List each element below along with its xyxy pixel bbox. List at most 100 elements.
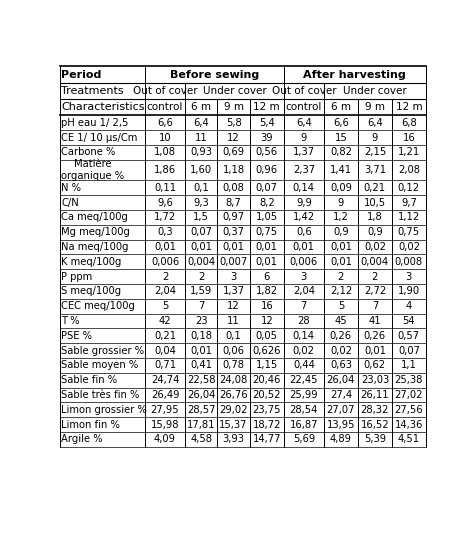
Text: 16,87: 16,87 — [290, 420, 318, 430]
Text: 5,69: 5,69 — [293, 435, 315, 444]
Text: 1,12: 1,12 — [398, 213, 420, 223]
Text: 12: 12 — [260, 316, 273, 326]
Text: 20,52: 20,52 — [253, 390, 281, 400]
Text: 2,04: 2,04 — [154, 286, 176, 296]
Text: 28,54: 28,54 — [290, 405, 318, 415]
Text: 1,1: 1,1 — [401, 360, 417, 371]
Text: 0,02: 0,02 — [398, 242, 420, 252]
Text: 9,6: 9,6 — [157, 198, 173, 208]
Text: 6 m: 6 m — [331, 102, 351, 112]
Text: 0,08: 0,08 — [223, 183, 245, 193]
Text: 2,72: 2,72 — [364, 286, 386, 296]
Text: 2,15: 2,15 — [364, 147, 386, 158]
Text: 0,02: 0,02 — [364, 242, 386, 252]
Text: 2: 2 — [338, 272, 344, 281]
Text: 0,82: 0,82 — [330, 147, 352, 158]
Text: 0,01: 0,01 — [256, 257, 278, 267]
Text: 0,96: 0,96 — [255, 165, 278, 175]
Text: 0,57: 0,57 — [398, 331, 420, 341]
Text: Out of cover: Out of cover — [133, 86, 197, 96]
Text: Argile %: Argile % — [62, 435, 103, 444]
Text: 0,14: 0,14 — [293, 183, 315, 193]
Text: 0,07: 0,07 — [190, 227, 212, 237]
Text: 1,2: 1,2 — [333, 213, 349, 223]
Text: 14,36: 14,36 — [395, 420, 423, 430]
Text: 28,32: 28,32 — [361, 405, 389, 415]
Text: 22,45: 22,45 — [290, 375, 318, 385]
Text: 0,006: 0,006 — [290, 257, 318, 267]
Text: Limon fin %: Limon fin % — [62, 420, 120, 430]
Text: 29,02: 29,02 — [219, 405, 248, 415]
Text: 9 m: 9 m — [224, 102, 244, 112]
Text: Before sewing: Before sewing — [170, 70, 259, 80]
Text: 28: 28 — [298, 316, 310, 326]
Text: 1,21: 1,21 — [398, 147, 420, 158]
Text: 11: 11 — [227, 316, 240, 326]
Text: 27,56: 27,56 — [394, 405, 423, 415]
Text: Sable très fin %: Sable très fin % — [62, 390, 140, 400]
Text: 0,41: 0,41 — [190, 360, 212, 371]
Text: 0,6: 0,6 — [296, 227, 312, 237]
Text: 0,02: 0,02 — [293, 345, 315, 356]
Text: 0,93: 0,93 — [190, 147, 212, 158]
Text: 0,01: 0,01 — [190, 242, 212, 252]
Text: Sable moyen %: Sable moyen % — [62, 360, 139, 371]
Text: 28,57: 28,57 — [187, 405, 216, 415]
Text: 0,97: 0,97 — [222, 213, 245, 223]
Text: 6,6: 6,6 — [157, 118, 173, 128]
Text: 42: 42 — [159, 316, 171, 326]
Text: 1,37: 1,37 — [293, 147, 315, 158]
Text: Sable fin %: Sable fin % — [62, 375, 118, 385]
Text: 1,37: 1,37 — [222, 286, 245, 296]
Text: 16: 16 — [260, 301, 273, 311]
Text: 24,74: 24,74 — [151, 375, 179, 385]
Text: 0,01: 0,01 — [330, 242, 352, 252]
Text: P ppm: P ppm — [62, 272, 93, 281]
Text: 1,08: 1,08 — [154, 147, 176, 158]
Text: 23,03: 23,03 — [361, 375, 389, 385]
Text: Under cover: Under cover — [202, 86, 266, 96]
Text: 7: 7 — [301, 301, 307, 311]
Text: 0,09: 0,09 — [330, 183, 352, 193]
Text: N %: N % — [62, 183, 82, 193]
Text: 0,07: 0,07 — [256, 183, 278, 193]
Text: 5: 5 — [162, 301, 168, 311]
Text: 15,98: 15,98 — [151, 420, 179, 430]
Text: 2: 2 — [198, 272, 204, 281]
Text: 1,42: 1,42 — [293, 213, 315, 223]
Text: 1,72: 1,72 — [154, 213, 176, 223]
Text: 0,14: 0,14 — [293, 331, 315, 341]
Text: control: control — [147, 102, 183, 112]
Text: Characteristics: Characteristics — [62, 102, 145, 112]
Text: 0,26: 0,26 — [364, 331, 386, 341]
Text: 1,05: 1,05 — [255, 213, 278, 223]
Text: 4,09: 4,09 — [154, 435, 176, 444]
Text: 0,75: 0,75 — [398, 227, 420, 237]
Text: 2: 2 — [372, 272, 378, 281]
Text: 0,9: 0,9 — [333, 227, 349, 237]
Text: 0,01: 0,01 — [190, 345, 212, 356]
Text: 0,01: 0,01 — [293, 242, 315, 252]
Text: 0,01: 0,01 — [364, 345, 386, 356]
Text: 7: 7 — [198, 301, 204, 311]
Text: 27,02: 27,02 — [395, 390, 423, 400]
Text: 0,26: 0,26 — [330, 331, 352, 341]
Text: 24,08: 24,08 — [219, 375, 248, 385]
Text: 26,04: 26,04 — [327, 375, 355, 385]
Text: CE 1/ 10 μs/Cm: CE 1/ 10 μs/Cm — [62, 132, 138, 143]
Text: 7: 7 — [372, 301, 378, 311]
Text: 54: 54 — [402, 316, 415, 326]
Text: T %: T % — [62, 316, 80, 326]
Text: 6,4: 6,4 — [367, 118, 383, 128]
Text: 9,9: 9,9 — [296, 198, 312, 208]
Text: 26,04: 26,04 — [187, 390, 216, 400]
Text: 6,8: 6,8 — [401, 118, 417, 128]
Text: 0,01: 0,01 — [256, 242, 278, 252]
Text: 4: 4 — [406, 301, 412, 311]
Text: 0,05: 0,05 — [256, 331, 278, 341]
Text: 6,6: 6,6 — [333, 118, 349, 128]
Text: 0,04: 0,04 — [154, 345, 176, 356]
Text: 5: 5 — [338, 301, 344, 311]
Text: 23: 23 — [195, 316, 208, 326]
Text: 26,11: 26,11 — [361, 390, 389, 400]
